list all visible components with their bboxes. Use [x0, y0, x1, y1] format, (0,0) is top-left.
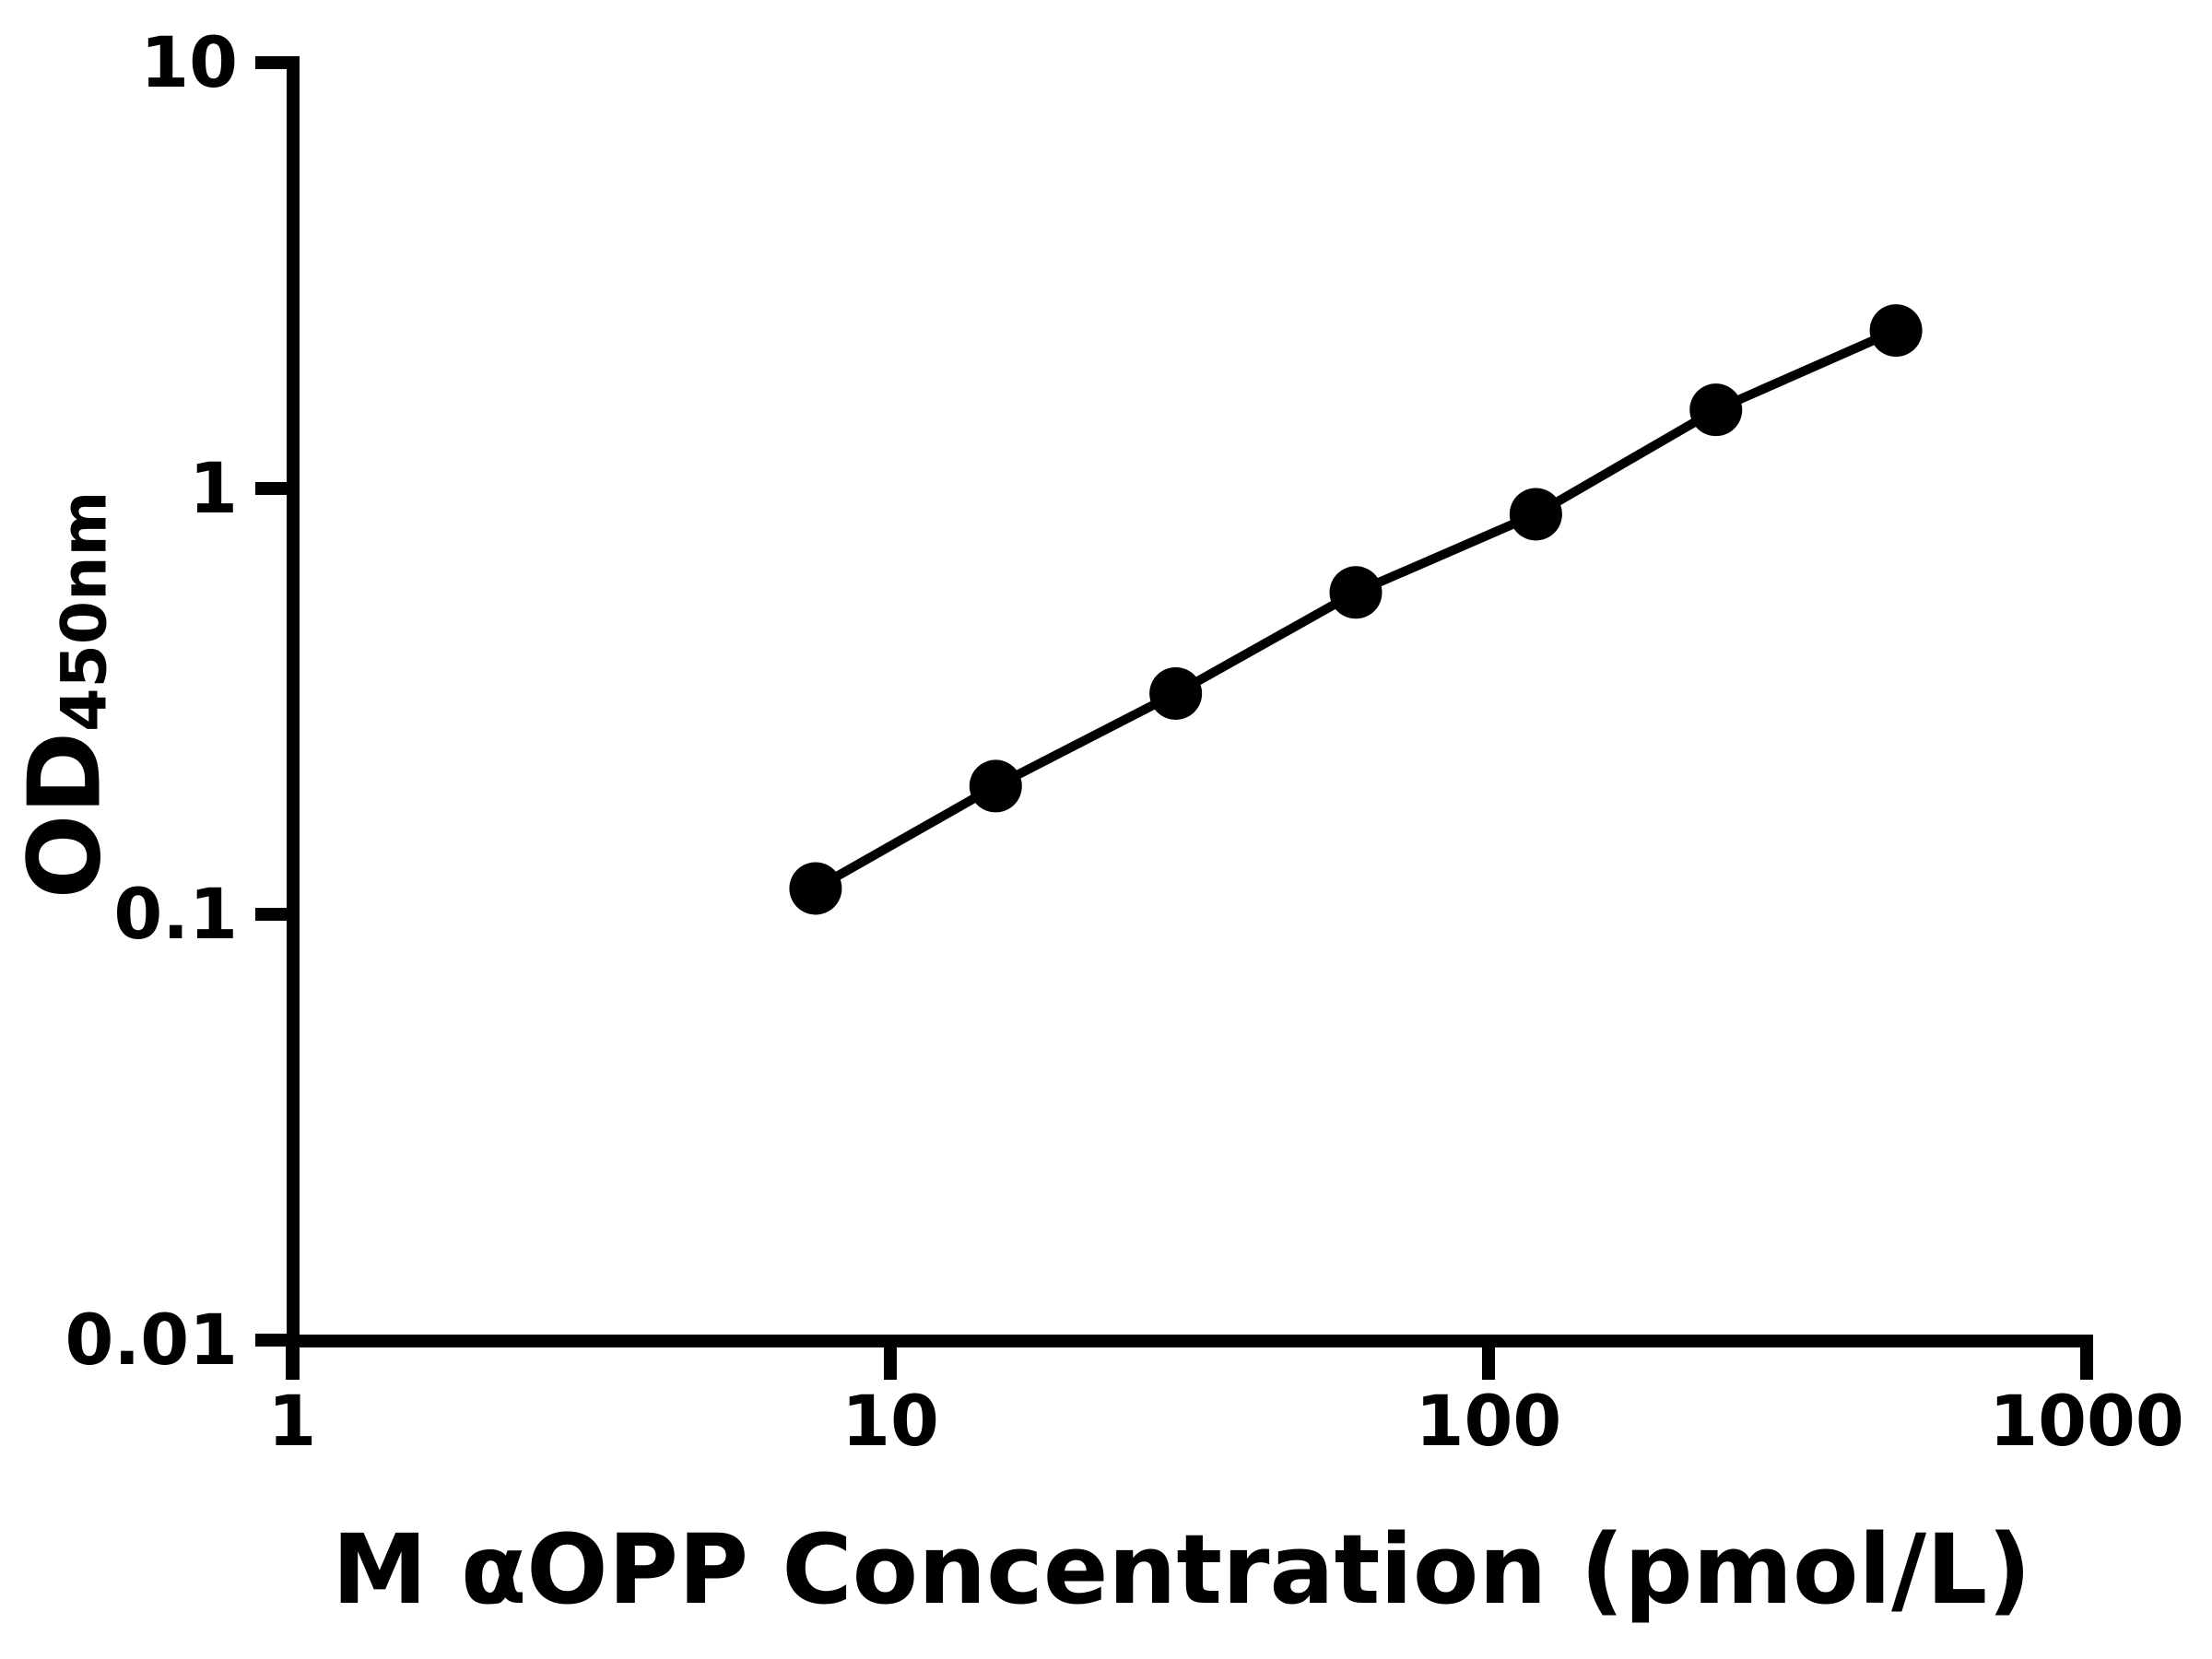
y-tick-label-10: 10	[140, 21, 238, 103]
y-axis-label: OD450nm	[7, 490, 141, 900]
x-tick-label-1000: 1000	[1989, 1380, 2184, 1462]
x-tick-label-1: 1	[267, 1380, 317, 1462]
y-tick-label-0.1: 0.1	[113, 873, 238, 955]
y-axis-label-subscript: 450nm	[48, 490, 122, 732]
x-tick-label-100: 100	[1415, 1380, 1562, 1462]
data-point-marker	[969, 759, 1022, 813]
data-point-marker	[1509, 488, 1562, 541]
data-point-marker	[1149, 666, 1203, 720]
x-axis-label: M αOPP Concentration (pmol/L)	[332, 1513, 2031, 1626]
data-point-marker	[1689, 383, 1743, 437]
y-axis-label-main: OD	[7, 731, 124, 900]
y-tick-label-0.01: 0.01	[65, 1299, 238, 1381]
data-point-marker	[789, 862, 842, 915]
data-point-marker	[1329, 566, 1382, 619]
data-point-marker	[1869, 304, 1923, 358]
y-tick-label-1: 1	[189, 447, 238, 529]
x-tick-label-10: 10	[841, 1380, 939, 1462]
